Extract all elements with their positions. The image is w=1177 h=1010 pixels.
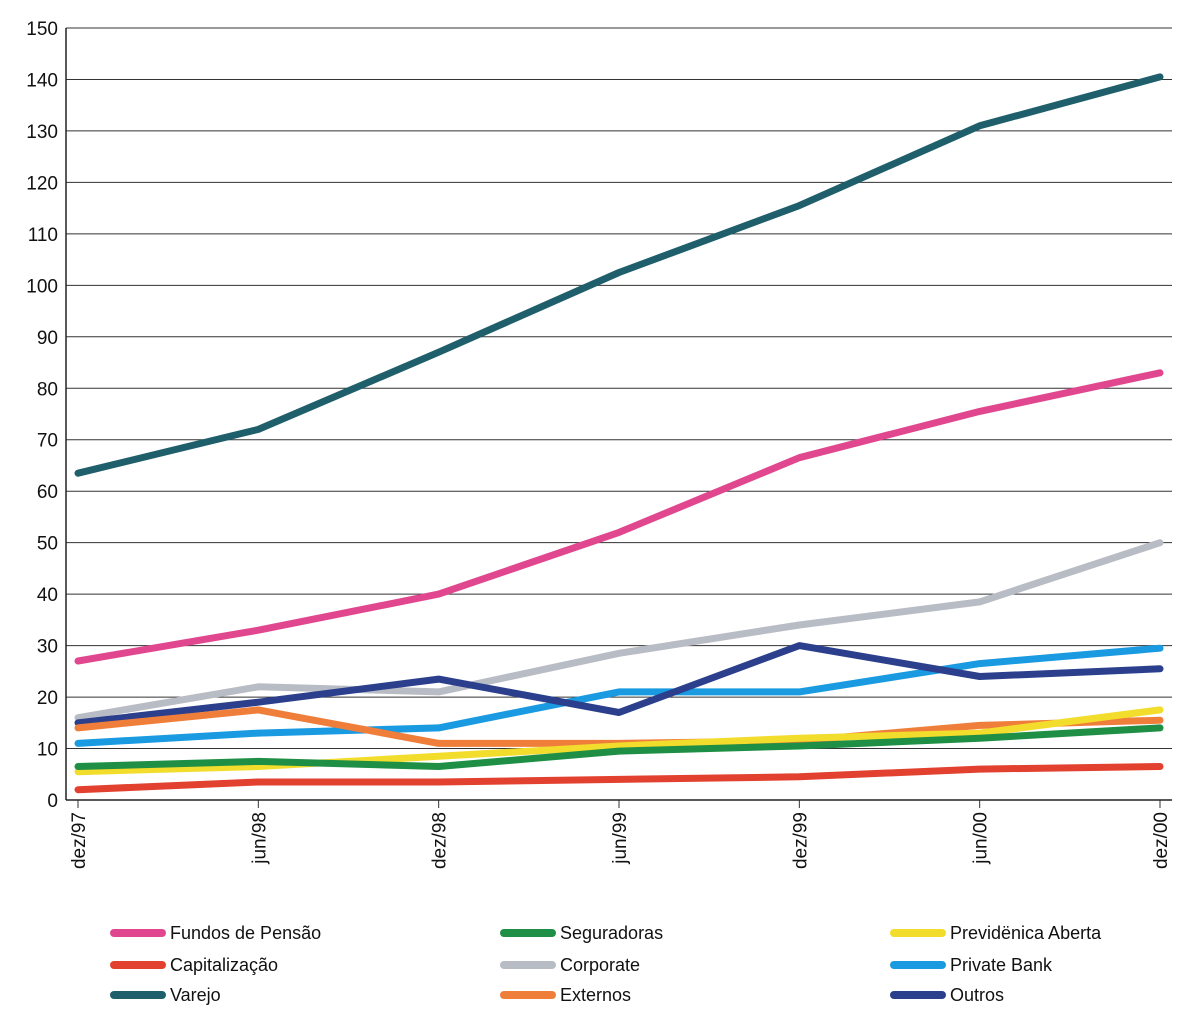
x-axis-ticks: dez/97 jun/98 dez/98 jun/99 dez/99 jun/00 dez/… <box>69 800 1172 869</box>
y-tick-label: 10 <box>37 740 58 761</box>
x-tick-label: dez/98 <box>430 812 451 869</box>
y-axis-ticks: 0 10 20 30 40 50 60 70 80 90 100 110 120 130 140 150 <box>26 19 58 812</box>
legend-swatch <box>110 929 166 937</box>
y-tick-label: 130 <box>26 122 58 143</box>
legend-item: Previdënica Aberta <box>890 920 1101 946</box>
legend-label: Seguradoras <box>560 922 664 943</box>
y-tick-label: 150 <box>26 19 58 40</box>
x-tick-label: jun/99 <box>610 812 631 865</box>
legend-label: Externos <box>560 984 632 1005</box>
series-line-previdenica-aberta <box>74 706 1164 776</box>
legend-label: Private Bank <box>950 954 1053 975</box>
legend-swatch <box>500 961 556 969</box>
y-tick-label: 80 <box>37 379 58 400</box>
series-line-varejo <box>74 73 1164 477</box>
legend-swatch <box>500 929 556 937</box>
legend-item: Fundos de Pensão <box>110 920 321 946</box>
legend-swatch <box>500 991 556 999</box>
gridlines <box>66 27 1172 801</box>
legend-label: Fundos de Pensão <box>170 922 322 943</box>
legend-item: Corporate <box>500 952 640 978</box>
y-tick-label: 140 <box>26 70 58 91</box>
series-lines <box>74 73 1164 794</box>
axes <box>65 28 1172 801</box>
y-tick-label: 120 <box>26 173 58 194</box>
y-tick-label: 0 <box>47 791 58 812</box>
series-line-corporate <box>74 539 1164 722</box>
legend-item: Externos <box>500 982 631 1008</box>
x-tick-label: dez/00 <box>1151 812 1172 869</box>
legend-swatch <box>890 929 946 937</box>
series-line-fundos-de-pensao <box>74 369 1164 665</box>
legend-label: Previdënica Aberta <box>950 922 1102 943</box>
y-tick-label: 40 <box>37 585 58 606</box>
legend-swatch <box>890 961 946 969</box>
legend-item: Seguradoras <box>500 920 663 946</box>
legend-label: Capitalização <box>170 954 279 975</box>
y-tick-label: 50 <box>37 534 58 555</box>
legend-item: Capitalização <box>110 952 278 978</box>
x-tick-label: jun/00 <box>971 812 992 865</box>
x-tick-label: jun/98 <box>249 812 270 865</box>
x-tick-label: dez/97 <box>69 812 90 869</box>
legend-label: Varejo <box>170 984 221 1005</box>
x-tick-label: dez/99 <box>790 812 811 869</box>
legend-label: Outros <box>950 984 1005 1005</box>
y-tick-label: 60 <box>37 482 58 503</box>
y-tick-label: 90 <box>37 328 58 349</box>
legend-swatch <box>110 961 166 969</box>
legend: Fundos de Pensão Seguradoras Previdënica A… <box>0 918 1177 1010</box>
y-tick-label: 70 <box>37 431 58 452</box>
series-line-outros <box>74 642 1164 727</box>
series-line-capitalizacao <box>74 763 1164 794</box>
series-line-seguradoras <box>74 724 1164 770</box>
y-tick-label: 110 <box>28 225 58 246</box>
legend-item: Private Bank <box>890 952 1052 978</box>
series-line-private-bank <box>74 644 1164 747</box>
legend-item: Outros <box>890 982 1004 1008</box>
y-tick-label: 30 <box>37 637 58 658</box>
legend-swatch <box>110 991 166 999</box>
y-tick-label: 20 <box>37 688 58 709</box>
legend-label: Corporate <box>560 954 641 975</box>
legend-swatch <box>890 991 946 999</box>
line-chart: 0 10 20 30 40 50 60 70 80 90 100 110 120 130 140 150 de… <box>26 19 1172 869</box>
y-tick-label: 100 <box>26 276 58 297</box>
legend-item: Varejo <box>110 982 221 1008</box>
